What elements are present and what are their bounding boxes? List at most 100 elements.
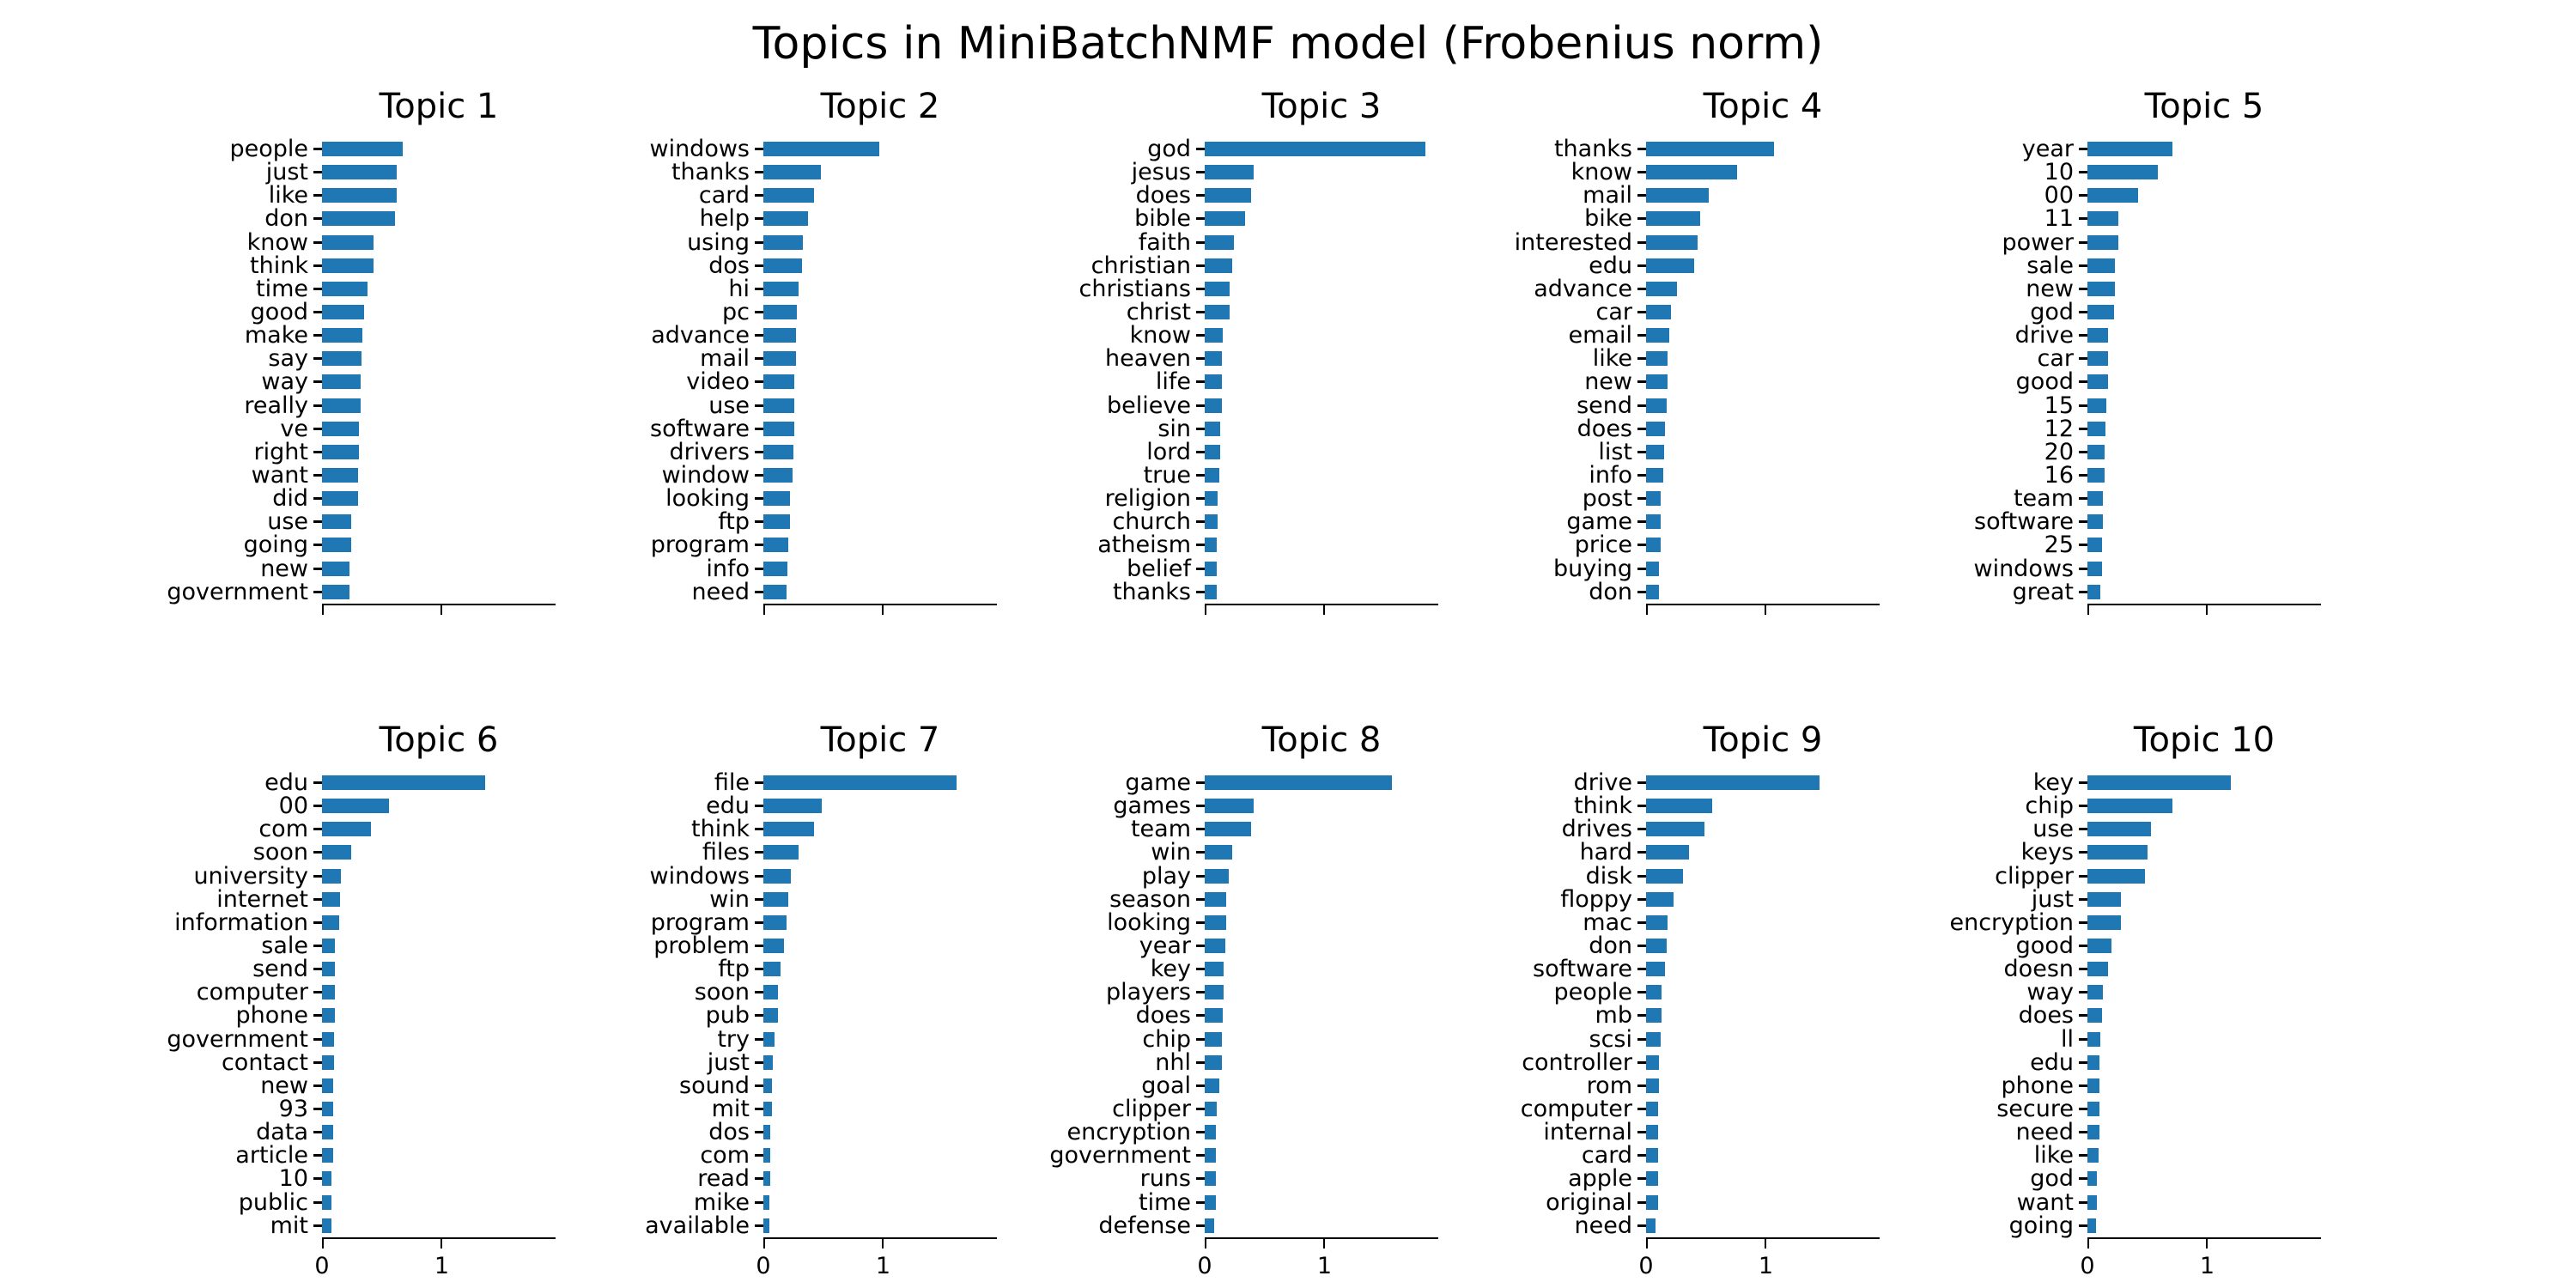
y-tick-mark: [1196, 805, 1205, 808]
bar-area: [322, 254, 556, 277]
bar-area: [1205, 865, 1438, 888]
subplot-topic-9: Topic 9 drive think drives hard disk floppy mac…: [1449, 720, 1913, 1282]
bar: [322, 514, 351, 530]
bar-row: games: [1008, 794, 1472, 817]
y-tick-label: did: [125, 487, 308, 510]
y-tick-label-text: nhl: [1155, 1048, 1191, 1076]
bar-row: don: [1449, 934, 1913, 957]
y-tick-label-text: faith: [1138, 228, 1191, 256]
bar: [1205, 962, 1224, 977]
y-tick-label-text: clipper: [1112, 1096, 1191, 1123]
bar-area: [763, 254, 997, 277]
y-tick-label-text: use: [267, 508, 308, 536]
bar-area: [763, 865, 997, 888]
bar-row: chip: [1008, 1028, 1472, 1051]
y-tick-label: great: [1891, 580, 2074, 604]
bar-row: year: [1008, 934, 1472, 957]
subplot-title: Topic 3: [1261, 87, 1382, 126]
bar-area: [322, 794, 556, 817]
y-tick-label: mike: [567, 1191, 750, 1214]
y-tick-label-text: disk: [1585, 862, 1632, 890]
y-tick-mark: [1637, 991, 1646, 994]
bar-area: [322, 394, 556, 417]
bar-area: [763, 370, 997, 393]
y-tick-mark: [755, 1037, 763, 1041]
bar-area: [2087, 394, 2321, 417]
y-tick-mark: [1637, 1037, 1646, 1041]
y-tick-mark: [313, 544, 322, 547]
bar: [2087, 1101, 2099, 1116]
bar-area: [1205, 137, 1438, 161]
bar-area: [1205, 324, 1438, 347]
y-tick-label: floppy: [1449, 888, 1632, 911]
subplot-title: Topic 2: [820, 87, 940, 126]
y-tick-label-text: year: [1139, 933, 1191, 960]
bar-area: [2087, 1144, 2321, 1167]
bar-row: software: [1449, 957, 1913, 981]
bar-row: buying: [1449, 557, 1913, 580]
y-tick-mark: [1196, 991, 1205, 994]
y-tick-mark: [2079, 1154, 2087, 1157]
y-tick-label: new: [125, 1074, 308, 1097]
y-tick-label-text: christian: [1091, 252, 1191, 279]
y-tick-label: card: [1449, 1144, 1632, 1167]
y-tick-label: team: [1891, 487, 2074, 510]
bar: [763, 962, 781, 977]
y-tick-label-text: 10: [278, 1165, 308, 1193]
y-tick-label-text: secure: [1996, 1096, 2074, 1123]
bar-row: sound: [567, 1074, 1030, 1097]
y-tick-label: atheism: [1008, 533, 1191, 556]
bar-area: [1646, 1121, 1880, 1144]
y-tick-label: disk: [1449, 865, 1632, 888]
bar-area: [1646, 231, 1880, 254]
bar: [763, 1218, 769, 1233]
y-tick-mark: [755, 1177, 763, 1181]
bar-area: [763, 1028, 997, 1051]
bar-area: [322, 981, 556, 1004]
bar-area: [1205, 533, 1438, 556]
bar-row: going: [125, 533, 589, 556]
bar-area: [2087, 771, 2321, 794]
bar-row: like: [125, 184, 589, 207]
y-tick-label-text: game: [1566, 508, 1632, 536]
y-tick-mark: [1637, 194, 1646, 197]
bar-area: [763, 1051, 997, 1074]
y-tick-label-text: clipper: [1995, 862, 2074, 890]
bar: [1205, 234, 1234, 250]
y-tick-label-text: doesn: [2003, 956, 2074, 983]
x-tick-mark: [2206, 1238, 2208, 1249]
y-tick-label-text: don: [1589, 933, 1632, 960]
y-tick-mark: [313, 427, 322, 430]
y-tick-label: read: [567, 1167, 750, 1190]
bar-row: need: [567, 580, 1030, 604]
y-tick-label-text: hi: [728, 275, 750, 302]
bar-row: bike: [1449, 207, 1913, 230]
bar-area: [1646, 394, 1880, 417]
bar-row: rom: [1449, 1074, 1913, 1097]
bar: [1205, 845, 1233, 860]
y-tick-label: looking: [567, 487, 750, 510]
bar-row: problem: [567, 934, 1030, 957]
y-tick-label: windows: [1891, 557, 2074, 580]
y-tick-label-text: true: [1143, 462, 1191, 489]
bar: [1205, 188, 1252, 204]
bar: [763, 304, 798, 319]
y-tick-label-text: just: [2031, 885, 2074, 913]
bar-row: mit: [125, 1214, 589, 1237]
bar-row: pc: [567, 301, 1030, 324]
bar: [2087, 1054, 2099, 1070]
bar-row: com: [125, 817, 589, 841]
bar-row: mac: [1449, 911, 1913, 934]
y-tick-label: chip: [1008, 1028, 1191, 1051]
bar-area: [2087, 1167, 2321, 1190]
y-tick-label-text: ftp: [718, 508, 750, 536]
bar-area: [322, 557, 556, 580]
y-tick-mark: [2079, 567, 2087, 570]
y-tick-label-text: mail: [1583, 182, 1632, 210]
subplot-topic-7: Topic 7 file edu think files windows win progra…: [567, 720, 1030, 1282]
y-tick-label-text: need: [1574, 1212, 1632, 1239]
y-tick-label: win: [567, 888, 750, 911]
y-tick-label: key: [1891, 771, 2074, 794]
y-tick-mark: [313, 828, 322, 831]
y-tick-mark: [313, 450, 322, 453]
